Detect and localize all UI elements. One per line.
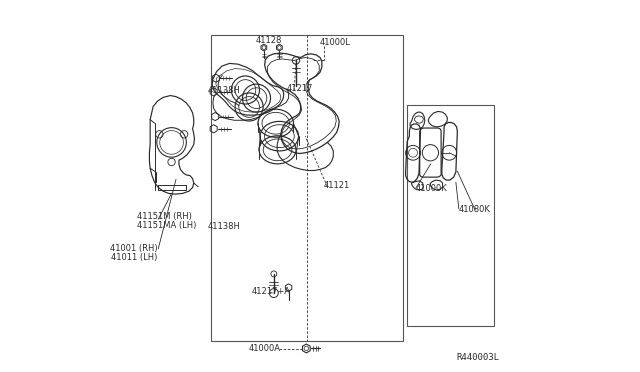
Text: 41011 (LH): 41011 (LH) bbox=[111, 253, 157, 263]
Text: 41000A: 41000A bbox=[249, 344, 281, 353]
Text: R440003L: R440003L bbox=[456, 353, 499, 362]
Text: 41001 (RH): 41001 (RH) bbox=[110, 244, 157, 253]
Text: 41217+A: 41217+A bbox=[252, 287, 291, 296]
Bar bbox=[211, 35, 403, 341]
Text: 41128: 41128 bbox=[255, 36, 282, 45]
Text: 41000L: 41000L bbox=[320, 38, 351, 47]
Text: 41151MA (LH): 41151MA (LH) bbox=[137, 221, 196, 230]
Text: 41121: 41121 bbox=[324, 182, 350, 190]
Text: 41138H: 41138H bbox=[208, 86, 241, 95]
Text: 41000K: 41000K bbox=[416, 185, 448, 193]
Text: 41138H: 41138H bbox=[208, 222, 241, 231]
Text: 41080K: 41080K bbox=[459, 205, 491, 214]
Bar bbox=[407, 105, 493, 326]
Text: 41151M (RH): 41151M (RH) bbox=[137, 212, 192, 221]
Text: 41217: 41217 bbox=[287, 84, 313, 93]
